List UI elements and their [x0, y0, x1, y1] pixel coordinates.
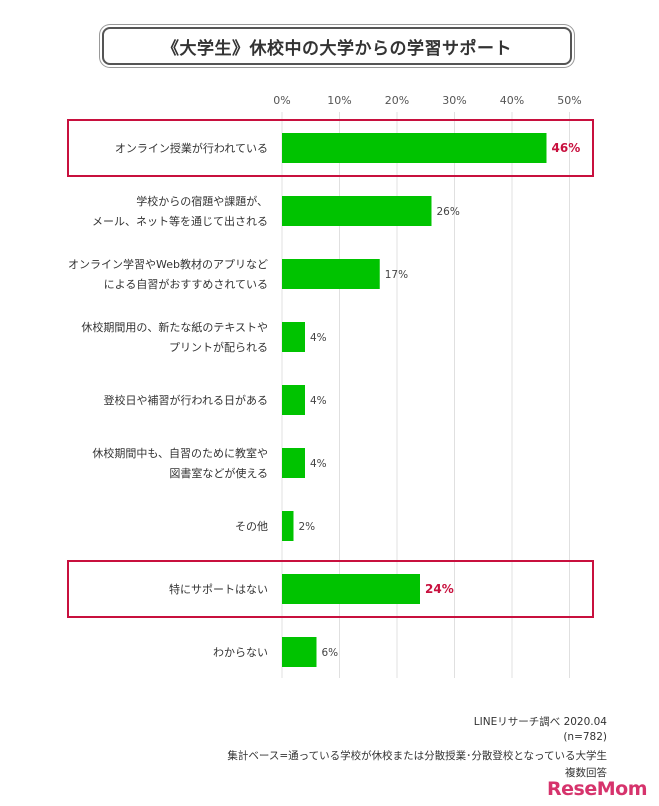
bar	[282, 385, 305, 415]
category-label: 休校期間用の、新たな紙のテキストや	[81, 320, 268, 334]
category-label: 登校日や補習が行われる日がある	[104, 393, 268, 407]
data-label: 6%	[322, 647, 339, 659]
bar	[282, 133, 547, 163]
category-label: オンライン授業が行われている	[115, 141, 268, 155]
data-label: 46%	[552, 141, 581, 155]
x-tick-label: 0%	[273, 94, 290, 107]
footnote-base: 集計ベース=通っている学校が休校または分散授業･分散登校となっている大学生	[227, 750, 607, 762]
footnote-source: LINEリサーチ調べ 2020.04	[473, 716, 607, 728]
category-label: わからない	[213, 646, 268, 659]
resemom-logo: ReseMom	[547, 778, 647, 800]
footnote-multi: 複数回答	[565, 767, 607, 779]
bar	[282, 448, 305, 478]
footnote-n: (n=782)	[563, 731, 607, 743]
bar	[282, 259, 380, 289]
x-tick-label: 40%	[500, 94, 524, 107]
category-label: 特にサポートはない	[169, 582, 268, 596]
category-label: による自習がおすすめされている	[104, 277, 268, 291]
category-label: 休校期間中も、自習のために教室や	[92, 446, 268, 460]
data-label: 4%	[310, 332, 327, 344]
data-label: 4%	[310, 395, 327, 407]
data-label: 2%	[299, 521, 316, 533]
category-label: メール、ネット等を通じて出される	[92, 214, 268, 228]
highlight-box	[67, 560, 594, 618]
category-label: オンライン学習やWeb教材のアプリなど	[68, 257, 268, 271]
highlight-box	[67, 119, 594, 177]
data-label: 4%	[310, 458, 327, 470]
category-label: 学校からの宿題や課題が、	[136, 194, 268, 208]
x-tick-label: 20%	[385, 94, 409, 107]
x-tick-label: 50%	[557, 94, 581, 107]
bar	[282, 196, 432, 226]
x-tick-label: 30%	[442, 94, 466, 107]
chart-title: 《大学生》休校中の大学からの学習サポート	[162, 38, 512, 59]
bar	[282, 511, 294, 541]
bar	[282, 322, 305, 352]
category-label: プリントが配られる	[169, 340, 268, 354]
x-tick-label: 10%	[327, 94, 351, 107]
bar	[282, 637, 317, 667]
category-label: 図書室などが使える	[169, 466, 268, 480]
chart-title-box: 《大学生》休校中の大学からの学習サポート	[102, 27, 572, 65]
bar	[282, 574, 420, 604]
data-label: 17%	[385, 269, 408, 281]
category-label: その他	[235, 520, 268, 533]
data-label: 26%	[437, 206, 460, 218]
data-label: 24%	[425, 582, 454, 596]
